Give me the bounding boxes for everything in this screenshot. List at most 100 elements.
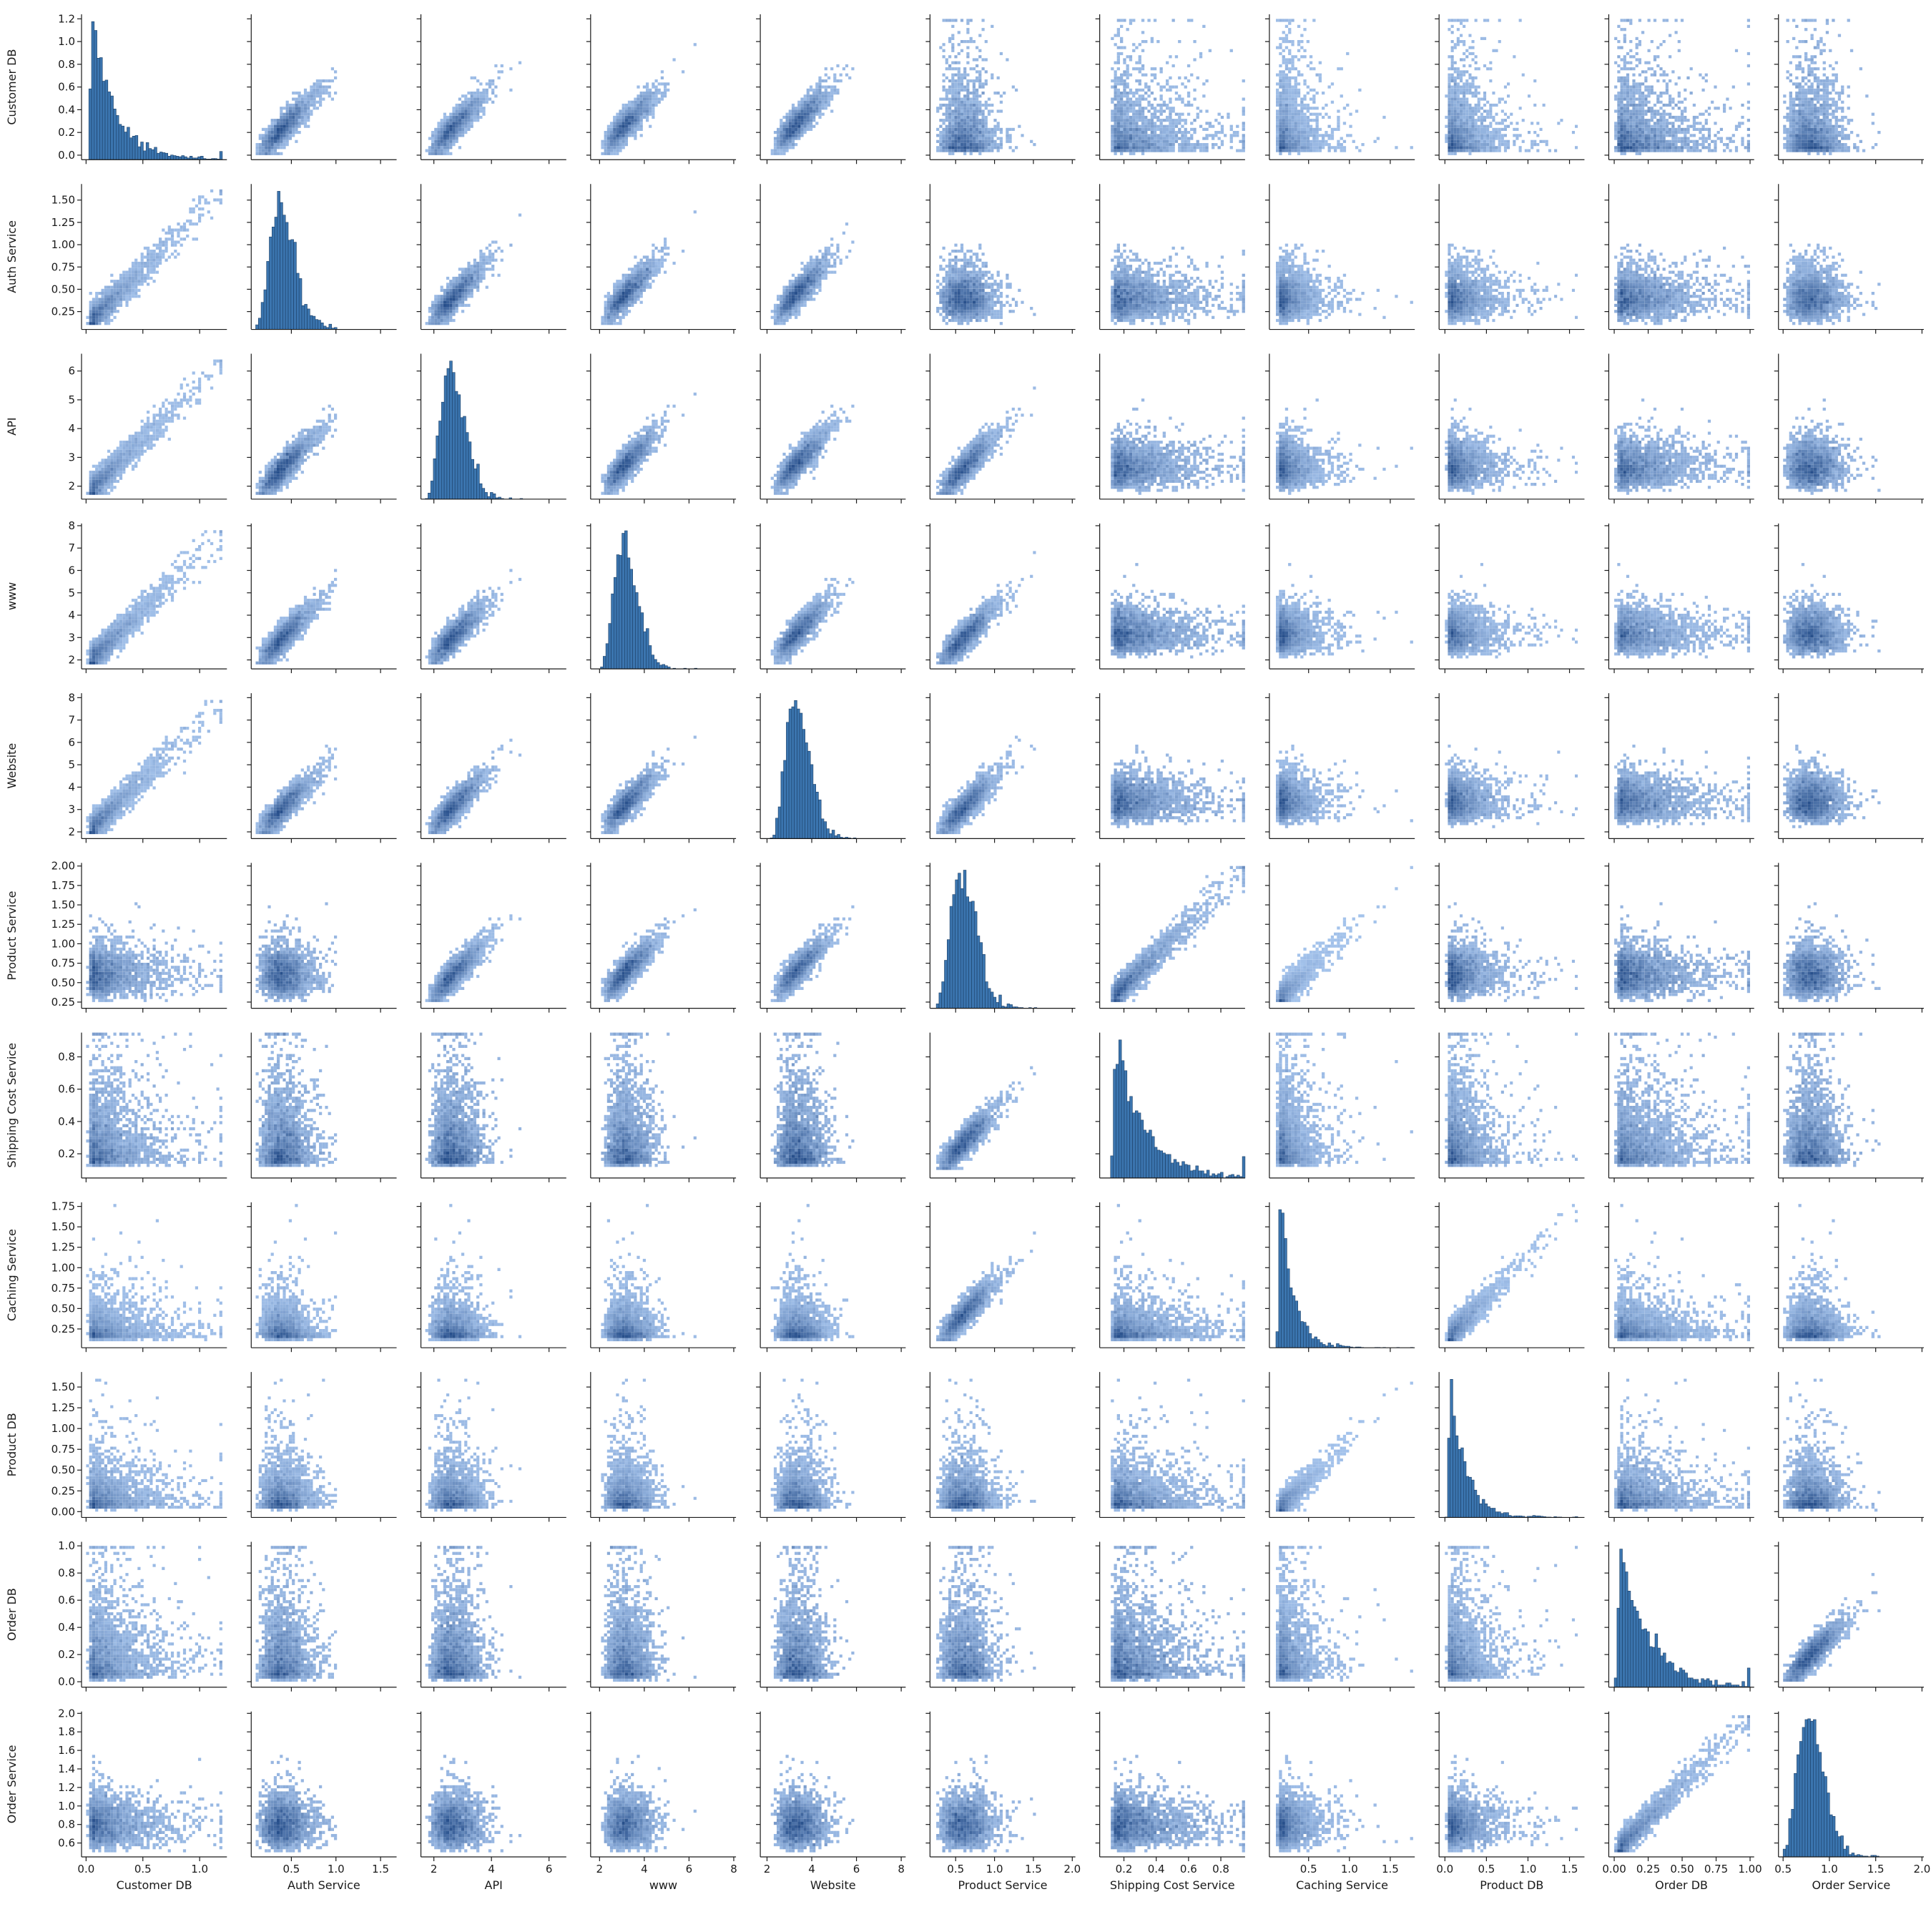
hist2d-bin xyxy=(1214,131,1217,134)
hist2d-bin xyxy=(951,37,954,40)
hist2d-bin xyxy=(443,140,446,143)
hist2d-bin xyxy=(789,122,792,124)
hist2d-bin xyxy=(939,125,942,128)
hist2d-bin xyxy=(295,116,298,119)
hist2d-bin xyxy=(1120,82,1123,85)
hist2d-bin xyxy=(452,107,455,109)
hist2d-bin xyxy=(963,152,966,155)
hist-bar xyxy=(138,147,141,160)
hist2d-bin xyxy=(822,79,825,82)
hist2d-bin xyxy=(1132,94,1135,97)
hist2d-bin xyxy=(1163,146,1166,149)
hist2d-bin xyxy=(1163,143,1166,146)
hist2d-bin xyxy=(800,128,803,131)
hist2d-bin xyxy=(262,137,265,140)
hist2d-bin xyxy=(800,113,803,116)
hist2d-bin xyxy=(604,131,607,134)
hist2d-bin xyxy=(1151,79,1154,82)
hist2d-bin xyxy=(1147,122,1150,124)
hist2d-bin xyxy=(1172,119,1175,122)
hist2d-bin xyxy=(1111,67,1114,70)
hist2d-bin xyxy=(958,119,960,122)
hist2d-bin xyxy=(601,146,604,149)
hist2d-bin xyxy=(1123,125,1126,128)
hist2d-bin xyxy=(948,131,951,134)
hist2d-bin xyxy=(982,109,985,112)
hist2d-bin xyxy=(804,113,807,116)
hist2d-bin xyxy=(966,125,969,128)
hist2d-bin xyxy=(818,79,821,82)
hist2d-bin xyxy=(601,143,604,146)
hist2d-bin xyxy=(1000,137,1003,140)
hist2d-bin xyxy=(292,107,295,109)
hist2d-bin xyxy=(976,119,978,122)
hist2d-bin xyxy=(1187,137,1190,140)
hist2d-bin xyxy=(452,125,455,128)
hist2d-bin xyxy=(286,143,289,146)
hist2d-bin xyxy=(978,82,981,85)
hist2d-bin xyxy=(960,125,963,128)
hist2d-bin xyxy=(625,104,628,107)
hist2d-bin xyxy=(985,128,988,131)
hist2d-bin xyxy=(1184,146,1187,149)
hist2d-bin xyxy=(301,113,304,116)
hist2d-bin xyxy=(1205,149,1208,152)
hist2d-bin xyxy=(282,119,285,122)
hist2d-bin xyxy=(628,131,631,134)
hist2d-bin xyxy=(1221,131,1224,134)
hist2d-bin xyxy=(292,113,295,116)
hist2d-bin xyxy=(307,94,310,97)
hist2d-bin xyxy=(661,82,664,85)
hist2d-bin xyxy=(951,104,954,107)
hist-bar xyxy=(162,152,165,160)
hist2d-bin xyxy=(479,107,482,109)
hist2d-bin xyxy=(446,125,449,128)
hist2d-bin xyxy=(282,107,285,109)
hist-bar xyxy=(159,152,162,160)
hist2d-bin xyxy=(954,109,957,112)
hist2d-bin xyxy=(1117,109,1120,112)
hist2d-bin xyxy=(960,74,963,77)
hist2d-bin xyxy=(1000,128,1003,131)
hist2d-bin xyxy=(316,89,319,92)
hist2d-bin xyxy=(958,104,960,107)
hist2d-bin xyxy=(954,149,957,152)
hist2d-bin xyxy=(1123,137,1126,140)
hist2d-bin xyxy=(1117,62,1120,64)
hist2d-bin xyxy=(682,70,684,73)
hist2d-bin xyxy=(1117,113,1120,116)
hist2d-bin xyxy=(304,101,307,104)
hist2d-bin xyxy=(818,89,821,92)
hist2d-bin xyxy=(1139,67,1141,70)
hist2d-bin xyxy=(452,140,455,143)
hist2d-bin xyxy=(622,140,625,143)
hist2d-bin xyxy=(292,134,295,137)
hist2d-bin xyxy=(978,34,981,37)
hist2d-bin xyxy=(1154,140,1156,143)
hist2d-bin xyxy=(640,98,643,101)
hist2d-bin xyxy=(1218,137,1221,140)
hist2d-bin xyxy=(807,119,810,122)
hist2d-bin xyxy=(262,134,265,137)
hist2d-bin xyxy=(1169,77,1171,79)
hist2d-bin xyxy=(476,119,479,122)
hist2d-bin xyxy=(1000,140,1003,143)
hist2d-bin xyxy=(970,128,973,131)
hist2d-bin xyxy=(655,101,658,104)
hist2d-bin xyxy=(807,89,810,92)
hist2d-bin xyxy=(604,146,607,149)
hist2d-bin xyxy=(1000,109,1003,112)
hist2d-bin xyxy=(479,92,482,94)
hist2d-bin xyxy=(963,140,966,143)
hist2d-bin xyxy=(945,149,948,152)
hist2d-bin xyxy=(456,113,458,116)
hist2d-bin xyxy=(1123,131,1126,134)
hist2d-bin xyxy=(286,113,289,116)
hist2d-bin xyxy=(982,119,985,122)
hist2d-bin xyxy=(951,109,954,112)
hist2d-bin xyxy=(777,146,780,149)
hist2d-bin xyxy=(1021,134,1023,137)
hist2d-bin xyxy=(292,92,295,94)
hist2d-bin xyxy=(282,140,285,143)
hist2d-bin xyxy=(316,86,319,89)
